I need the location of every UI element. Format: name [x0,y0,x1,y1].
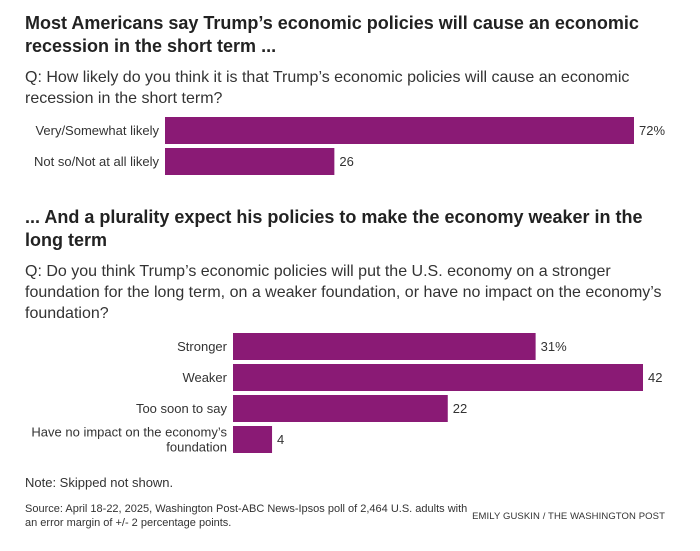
bar [165,148,335,175]
category-label-line: foundation [166,440,227,455]
note: Note: Skipped not shown. [25,475,174,490]
category-label-line: Weaker [182,370,227,385]
bar [233,426,273,453]
value-label: 42 [648,370,662,385]
source-note: Source: April 18-22, 2025, Washington Po… [25,503,468,529]
category-label: Too soon to say [136,401,228,416]
credit: EMILY GUSKIN / THE WASHINGTON POST [472,511,665,522]
chart-2: Stronger 31% Weaker 42 Too soon to say 22 Have… [0,330,700,462]
category-label-line: Stronger [177,339,228,354]
category-label-line: Not so/Not at all likely [34,154,159,169]
bar [165,117,634,144]
category-label: Stronger [177,339,228,354]
bar [233,395,448,422]
chart-1-title: Most Americans say Trump’s economic poli… [25,13,639,56]
value-label: 26 [339,154,353,169]
chart-2-svg: Stronger 31% Weaker 42 Too soon to say 22 Have… [31,333,662,455]
category-label-line: Have no impact on the economy’s [31,425,227,440]
category-label: Have no impact on the economy’s foundatio… [31,425,227,455]
chart-1-question: Q: How likely do you think it is that Tr… [25,69,630,107]
category-label: Very/Somewhat likely [35,123,159,138]
chart-2-title: ... And a plurality expect his policies … [25,207,643,250]
chart-1: Very/Somewhat likely 72% Not so/Not at all… [0,114,700,180]
category-label-line: Too soon to say [136,401,228,416]
bar [233,364,643,391]
chart-2-question: Q: Do you think Trump’s economic policie… [25,263,662,322]
value-label: 31% [541,339,567,354]
chart-1-svg: Very/Somewhat likely 72% Not so/Not at all… [34,117,665,175]
category-label: Not so/Not at all likely [34,154,159,169]
value-label: 72% [639,123,665,138]
category-label-line: Very/Somewhat likely [35,123,159,138]
value-label: 4 [277,432,284,447]
category-label: Weaker [182,370,227,385]
value-label: 22 [453,401,467,416]
bar [233,333,536,360]
